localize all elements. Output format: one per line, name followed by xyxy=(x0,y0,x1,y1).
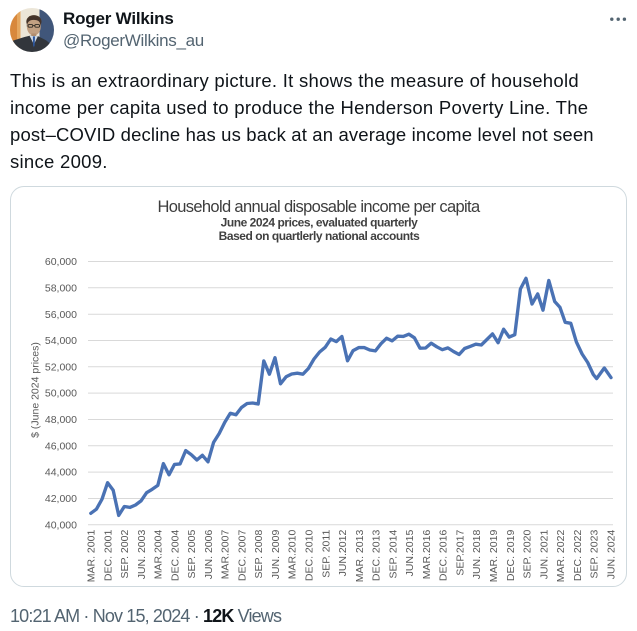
svg-text:MAR. 2022: MAR. 2022 xyxy=(555,530,567,583)
svg-text:JUN.2015: JUN.2015 xyxy=(404,530,416,577)
svg-text:DEC. 2022: DEC. 2022 xyxy=(572,530,584,582)
svg-text:MAR.2016: MAR.2016 xyxy=(421,530,433,580)
svg-text:MAR.2007: MAR.2007 xyxy=(220,530,232,580)
svg-text:JUN. 2006: JUN. 2006 xyxy=(203,530,215,580)
svg-text:SEP. 2002: SEP. 2002 xyxy=(119,530,131,579)
svg-text:MAR.2010: MAR.2010 xyxy=(287,530,299,580)
svg-text:$ (June 2024 prices): $ (June 2024 prices) xyxy=(30,342,42,438)
svg-text:SEP. 2020: SEP. 2020 xyxy=(522,530,534,579)
svg-text:SEP.2017: SEP.2017 xyxy=(454,530,466,576)
svg-text:DEC. 2004: DEC. 2004 xyxy=(169,530,181,582)
svg-text:JUN. 2003: JUN. 2003 xyxy=(136,530,148,580)
svg-text:40,000: 40,000 xyxy=(45,519,77,531)
svg-text:52,000: 52,000 xyxy=(45,361,77,373)
svg-text:56,000: 56,000 xyxy=(45,309,77,321)
svg-text:MAR.2004: MAR.2004 xyxy=(153,530,165,580)
svg-text:DEC. 2001: DEC. 2001 xyxy=(102,530,114,582)
svg-text:DEC. 2013: DEC. 2013 xyxy=(371,530,383,582)
svg-text:JUN. 2024: JUN. 2024 xyxy=(605,530,617,580)
svg-text:SEP. 2005: SEP. 2005 xyxy=(186,530,198,579)
svg-text:DEC. 2010: DEC. 2010 xyxy=(304,530,316,582)
svg-text:58,000: 58,000 xyxy=(45,282,77,294)
svg-text:Household annual disposable in: Household annual disposable income per c… xyxy=(157,198,481,216)
svg-text:54,000: 54,000 xyxy=(45,335,77,347)
svg-text:JUN. 2021: JUN. 2021 xyxy=(538,530,550,580)
svg-text:MAR. 2019: MAR. 2019 xyxy=(488,530,500,583)
svg-text:Based on quartlerly national a: Based on quartlerly national accounts xyxy=(219,229,421,243)
svg-text:SEP. 2014: SEP. 2014 xyxy=(387,530,399,579)
svg-text:DEC. 2007: DEC. 2007 xyxy=(236,530,248,582)
svg-text:60,000: 60,000 xyxy=(45,256,77,268)
svg-text:JUN. 2018: JUN. 2018 xyxy=(471,530,483,580)
svg-text:SEP. 2011: SEP. 2011 xyxy=(320,530,332,578)
svg-text:DEC. 2016: DEC. 2016 xyxy=(438,530,450,582)
svg-text:44,000: 44,000 xyxy=(45,467,77,479)
svg-text:48,000: 48,000 xyxy=(45,414,77,426)
svg-text:50,000: 50,000 xyxy=(45,388,77,400)
svg-text:MAR. 2013: MAR. 2013 xyxy=(354,530,366,583)
svg-text:SEP. 2008: SEP. 2008 xyxy=(253,530,265,579)
svg-text:June 2024 prices, evaluated qu: June 2024 prices, evaluated quarterly xyxy=(221,215,419,229)
svg-text:JUN. 2009: JUN. 2009 xyxy=(270,530,282,580)
svg-text:MAR. 2001: MAR. 2001 xyxy=(86,530,98,583)
svg-text:JUN.2012: JUN.2012 xyxy=(337,530,349,577)
svg-text:DEC. 2019: DEC. 2019 xyxy=(505,530,517,582)
svg-text:46,000: 46,000 xyxy=(45,440,77,452)
svg-text:42,000: 42,000 xyxy=(45,493,77,505)
svg-text:SEP. 2023: SEP. 2023 xyxy=(589,530,601,579)
